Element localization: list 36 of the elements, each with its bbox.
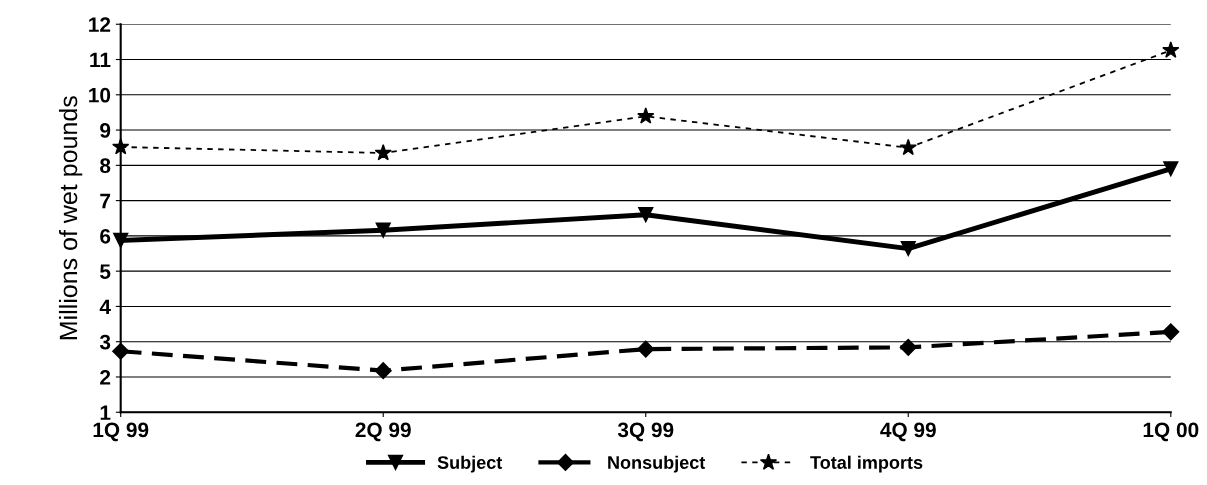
y-tick-label: 2 [100,369,111,385]
point [375,222,391,238]
legend-label: Total imports [810,455,923,473]
y-tick-label: 3 [99,334,111,350]
y-tick-label: 7 [100,193,111,209]
point [900,240,916,257]
legend-label: Nonsubject [608,455,706,473]
y-tick-label: 9 [100,123,111,138]
point [374,143,392,161]
point [637,107,655,124]
y-axis-title: Millions of wet pounds [58,96,83,340]
y-tick-label: 8 [100,158,111,174]
y-tick-label: 12 [89,17,111,32]
y-tick-label: 4 [99,299,111,314]
point [899,338,917,356]
x-tick-label: 1Q 99 [93,422,149,442]
x-tick-label: 3Q 99 [617,422,674,442]
point [113,232,129,249]
x-tick-label: 2Q 99 [355,422,411,442]
x-tick-label: 1Q 00 [1143,422,1199,442]
y-tick-label: 11 [90,52,111,68]
point [374,362,392,380]
point [1162,323,1180,341]
point [637,340,655,358]
point [638,207,654,223]
point [1163,161,1179,177]
point [112,137,130,155]
point [1162,41,1180,58]
y-tick-label: 1 [100,405,111,420]
legend-label: Subject [437,455,503,473]
point [899,138,917,156]
y-tick-label: 6 [100,228,111,244]
y-tick-label: 5 [100,264,111,279]
y-tick-label: 10 [89,87,111,103]
x-tick-label: 4Q 99 [880,422,936,442]
point [112,342,130,360]
